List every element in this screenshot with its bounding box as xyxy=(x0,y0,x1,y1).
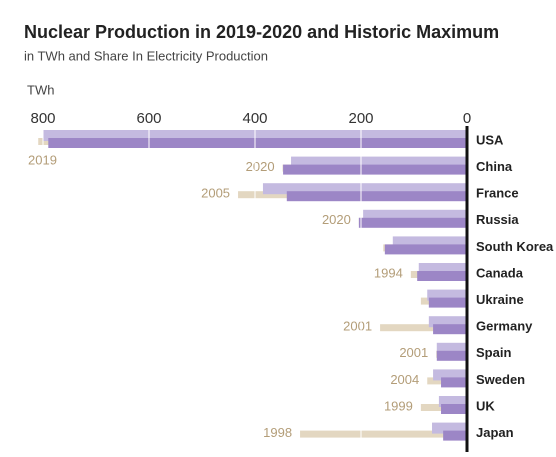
x-tick-label: 200 xyxy=(348,110,373,127)
bar xyxy=(380,324,467,332)
x-tick-label: 400 xyxy=(242,110,267,127)
bar xyxy=(48,138,468,148)
year-label: 2004 xyxy=(390,372,419,387)
year-label: 2005 xyxy=(201,186,230,201)
bar xyxy=(432,422,467,434)
category-label: China xyxy=(476,159,513,174)
category-label: Canada xyxy=(476,265,524,280)
bar xyxy=(428,316,467,328)
chart-subtitle: in TWh and Share In Electricity Producti… xyxy=(24,48,268,63)
bar xyxy=(300,430,467,438)
year-label: 2020 xyxy=(322,212,351,227)
bar xyxy=(262,183,467,195)
bar xyxy=(392,236,467,248)
year-label: 1994 xyxy=(374,265,403,280)
category-label: Japan xyxy=(476,425,514,440)
bar xyxy=(384,244,467,255)
bar xyxy=(433,369,467,381)
category-label: South Korea xyxy=(476,239,554,254)
year-label: 1999 xyxy=(384,398,413,413)
bar xyxy=(283,164,467,175)
bar xyxy=(291,156,467,168)
year-label: 2020 xyxy=(246,159,275,174)
bar xyxy=(441,377,467,388)
year-label: 1998 xyxy=(263,425,292,440)
category-label: France xyxy=(476,186,519,201)
bar xyxy=(436,350,467,361)
year-label: 2001 xyxy=(399,345,428,360)
bar xyxy=(438,396,467,407)
category-label: Ukraine xyxy=(476,292,524,307)
category-label: Sweden xyxy=(476,372,525,387)
year-label: 2019 xyxy=(28,152,57,167)
category-label: Russia xyxy=(476,212,519,227)
bar xyxy=(363,209,467,221)
category-label: Spain xyxy=(476,345,511,360)
bar xyxy=(427,289,467,301)
axis-label: TWh xyxy=(27,82,54,97)
category-label: Germany xyxy=(476,319,533,334)
x-tick-label: 800 xyxy=(30,110,55,127)
category-label: UK xyxy=(476,398,495,413)
bar xyxy=(443,430,467,441)
x-tick-label: 0 xyxy=(463,110,471,127)
bar xyxy=(358,217,467,228)
chart-title: Nuclear Production in 2019-2020 and Hist… xyxy=(24,22,499,42)
bar xyxy=(433,324,467,335)
bar xyxy=(418,263,467,274)
bar xyxy=(417,271,467,281)
bar xyxy=(436,342,467,354)
bar xyxy=(286,191,467,202)
bar xyxy=(441,404,467,414)
year-label: 2001 xyxy=(343,319,372,334)
category-label: USA xyxy=(476,132,504,147)
bar xyxy=(428,297,467,308)
x-tick-label: 600 xyxy=(136,110,161,127)
